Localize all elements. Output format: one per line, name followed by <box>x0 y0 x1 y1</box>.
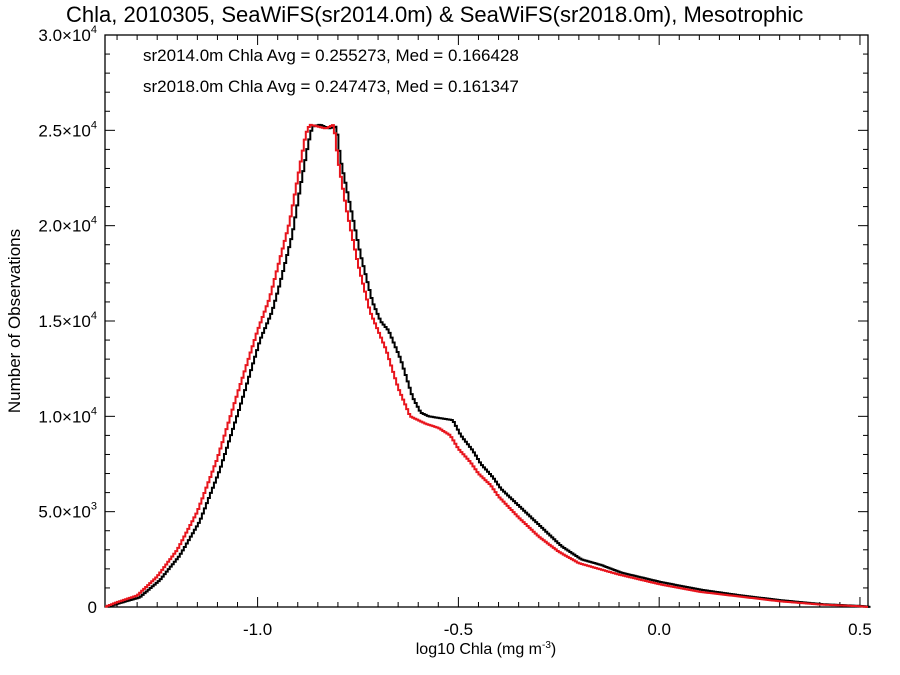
chart-title: Chla, 2010305, SeaWiFS(sr2014.0m) & SeaW… <box>66 2 803 27</box>
series-layer <box>105 123 871 608</box>
y-tick-label: 5.0×103 <box>38 501 97 522</box>
x-tick-labels: -1.0 -0.5 0.0 0.5 <box>243 620 872 639</box>
axis-ticks <box>105 34 868 608</box>
legend-entry-sr2014: sr2014.0m Chla Avg = 0.255273, Med = 0.1… <box>143 46 519 65</box>
x-tick-label: 0.5 <box>848 620 872 639</box>
y-tick-label: 2.0×104 <box>38 215 97 236</box>
series-line-1 <box>105 123 868 608</box>
y-tick-label: 0 <box>88 598 97 617</box>
y-tick-label: 2.5×104 <box>38 119 97 140</box>
y-tick-labels: 0 5.0×103 1.0×104 1.5×104 2.0×104 2.5×104 3.0×… <box>38 24 97 617</box>
legend: sr2014.0m Chla Avg = 0.255273, Med = 0.1… <box>143 46 519 96</box>
y-tick-label: 1.0×104 <box>38 405 97 426</box>
x-tick-label: 0.0 <box>647 620 671 639</box>
x-axis-label: log10 Chla (mg m-3) <box>416 640 557 658</box>
legend-entry-sr2018: sr2018.0m Chla Avg = 0.247473, Med = 0.1… <box>143 77 519 96</box>
x-tick-label: -1.0 <box>243 620 272 639</box>
series-line-0 <box>107 123 871 608</box>
y-tick-label: 1.5×104 <box>38 310 97 331</box>
y-axis-label: Number of Observations <box>5 229 24 413</box>
y-tick-label: 3.0×104 <box>38 24 97 45</box>
plot-area <box>104 34 871 608</box>
plot-frame <box>104 34 869 608</box>
x-tick-label: -0.5 <box>444 620 473 639</box>
